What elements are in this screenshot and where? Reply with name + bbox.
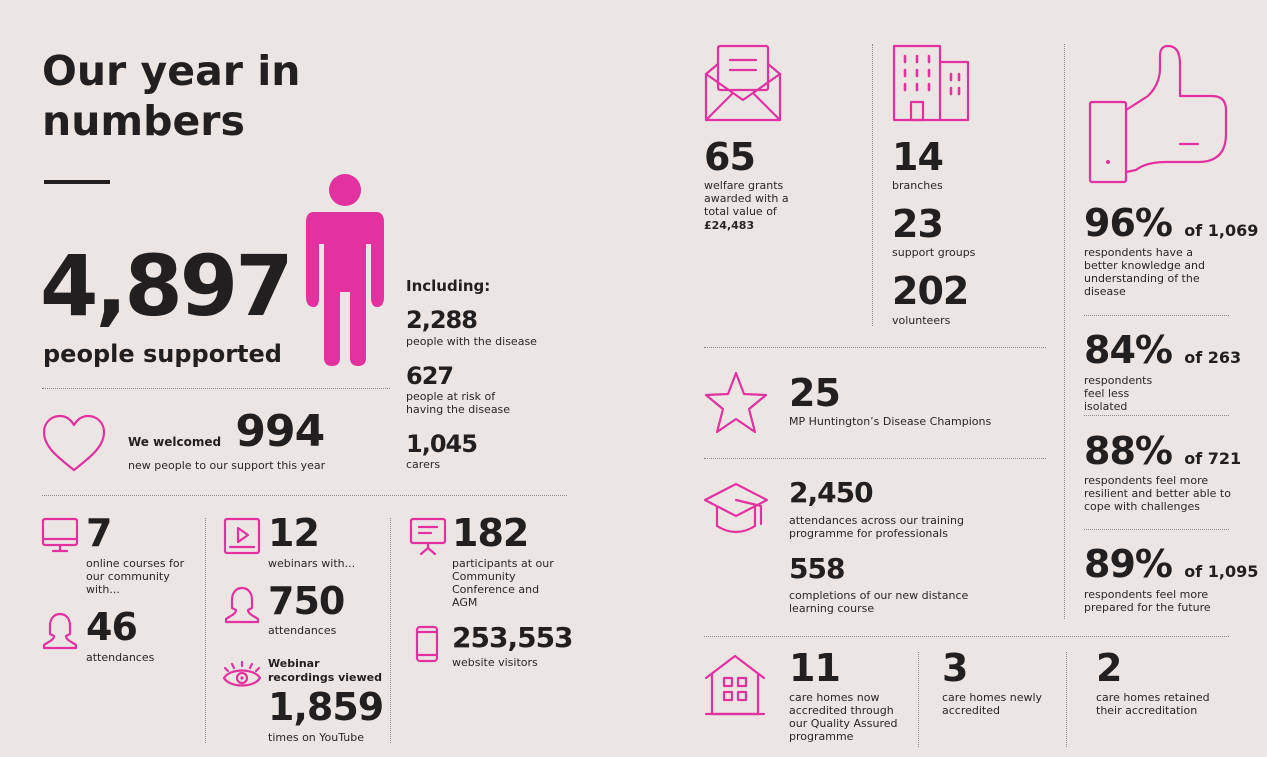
office-building-icon bbox=[892, 44, 970, 122]
presentation-icon bbox=[409, 517, 447, 556]
courses-value: 7 bbox=[86, 511, 112, 555]
divider bbox=[1064, 44, 1065, 619]
eye-icon bbox=[222, 660, 262, 687]
survey-2-value: 84% of 263 bbox=[1084, 331, 1241, 369]
graduation-cap-icon bbox=[703, 482, 769, 534]
divider bbox=[42, 388, 390, 389]
star-icon bbox=[704, 371, 768, 434]
heart-icon bbox=[42, 414, 106, 472]
divider bbox=[704, 347, 1046, 348]
webinars-attendances-label: attendances bbox=[268, 624, 337, 637]
video-play-icon bbox=[223, 517, 261, 555]
grants-label: welfare grants awarded with a total valu… bbox=[704, 179, 789, 218]
volunteers-value: 202 bbox=[892, 269, 969, 313]
grants-value: 65 bbox=[704, 135, 756, 179]
volunteers-label: volunteers bbox=[892, 314, 951, 327]
survey-3-label: respondents feel more resilient and bett… bbox=[1084, 474, 1231, 513]
including-value-2: 627 bbox=[406, 362, 454, 390]
branches-value: 14 bbox=[892, 135, 944, 179]
divider bbox=[704, 458, 1046, 459]
divider bbox=[1084, 315, 1229, 316]
grants-amount: £24,483 bbox=[704, 219, 755, 232]
website-value: 253,553 bbox=[452, 621, 574, 654]
divider bbox=[205, 518, 206, 743]
webinars-label: webinars with... bbox=[268, 557, 356, 570]
carehome-3-value: 2 bbox=[1096, 646, 1122, 690]
training-label: attendances across our training programm… bbox=[789, 514, 964, 540]
divider bbox=[390, 518, 391, 743]
person-outline-icon bbox=[224, 586, 260, 624]
person-outline-icon bbox=[42, 612, 78, 650]
champions-label: MP Huntington’s Disease Champions bbox=[789, 415, 992, 428]
recordings-value: 1,859 bbox=[268, 685, 384, 729]
survey-2-percent: 84% bbox=[1084, 328, 1173, 372]
survey-2-label: respondents feel less isolated bbox=[1084, 374, 1153, 413]
person-icon bbox=[306, 174, 384, 366]
survey-2-of: of 263 bbox=[1184, 348, 1242, 367]
courses-attendances-value: 46 bbox=[86, 605, 138, 649]
survey-3-percent: 88% bbox=[1084, 429, 1173, 473]
divider bbox=[1084, 415, 1229, 416]
survey-1-value: 96% of 1,069 bbox=[1084, 204, 1258, 242]
conference-label: participants at our Community Conference… bbox=[452, 557, 554, 609]
including-value-3: 1,045 bbox=[406, 430, 478, 458]
survey-4-percent: 89% bbox=[1084, 542, 1173, 586]
distance-label: completions of our new distance learning… bbox=[789, 589, 969, 615]
envelope-letter-icon bbox=[704, 44, 782, 122]
people-supported-value: 4,897 bbox=[40, 237, 294, 335]
people-supported-label: people supported bbox=[43, 340, 282, 368]
groups-label: support groups bbox=[892, 246, 976, 259]
divider bbox=[918, 652, 919, 747]
webinars-attendances-value: 750 bbox=[268, 579, 345, 623]
recordings-label: Webinar recordings viewed bbox=[268, 657, 383, 684]
welcomed-number: 994 bbox=[235, 406, 325, 457]
monitor-icon bbox=[41, 517, 79, 553]
divider bbox=[42, 495, 567, 496]
mobile-phone-icon bbox=[415, 625, 439, 663]
including-value-1: 2,288 bbox=[406, 306, 478, 334]
including-label: Including: bbox=[406, 277, 491, 295]
carehome-2-value: 3 bbox=[942, 646, 968, 690]
divider bbox=[1066, 652, 1067, 747]
survey-1-percent: 96% bbox=[1084, 201, 1173, 245]
including-label-2: people at risk of having the disease bbox=[406, 390, 511, 416]
divider bbox=[872, 44, 873, 326]
courses-attendances-label: attendances bbox=[86, 651, 155, 664]
survey-4-label: respondents feel more prepared for the f… bbox=[1084, 588, 1211, 614]
recordings-sub-label: times on YouTube bbox=[268, 731, 365, 744]
survey-1-of: of 1,069 bbox=[1184, 221, 1259, 240]
branches-label: branches bbox=[892, 179, 943, 192]
carehome-2-label: care homes newly accredited bbox=[942, 691, 1043, 717]
survey-1-label: respondents have a better knowledge and … bbox=[1084, 246, 1205, 298]
welcomed-value: We welcomed 994 bbox=[128, 410, 325, 454]
webinars-value: 12 bbox=[268, 511, 320, 555]
page-title: Our year in numbers bbox=[42, 47, 301, 145]
groups-value: 23 bbox=[892, 202, 944, 246]
website-label: website visitors bbox=[452, 656, 538, 669]
divider bbox=[704, 636, 1229, 637]
survey-3-value: 88% of 721 bbox=[1084, 432, 1241, 470]
welcomed-prefix: We welcomed bbox=[128, 435, 222, 449]
carehome-3-label: care homes retained their accreditation bbox=[1096, 691, 1210, 717]
training-value: 2,450 bbox=[789, 476, 874, 509]
divider bbox=[1084, 529, 1229, 530]
thumbs-up-icon bbox=[1088, 44, 1228, 184]
including-label-3: carers bbox=[406, 458, 441, 471]
survey-4-value: 89% of 1,095 bbox=[1084, 545, 1258, 583]
carehome-1-value: 11 bbox=[789, 646, 841, 690]
survey-4-of: of 1,095 bbox=[1184, 562, 1259, 581]
courses-label: online courses for our community with... bbox=[86, 557, 185, 596]
welcomed-label: new people to our support this year bbox=[128, 459, 326, 472]
care-home-icon bbox=[704, 654, 766, 716]
champions-value: 25 bbox=[789, 371, 841, 415]
conference-value: 182 bbox=[452, 511, 529, 555]
title-underline bbox=[44, 180, 110, 184]
survey-3-of: of 721 bbox=[1184, 449, 1242, 468]
carehome-1-label: care homes now accredited through our Qu… bbox=[789, 691, 898, 743]
distance-value: 558 bbox=[789, 552, 845, 585]
including-label-1: people with the disease bbox=[406, 335, 537, 348]
